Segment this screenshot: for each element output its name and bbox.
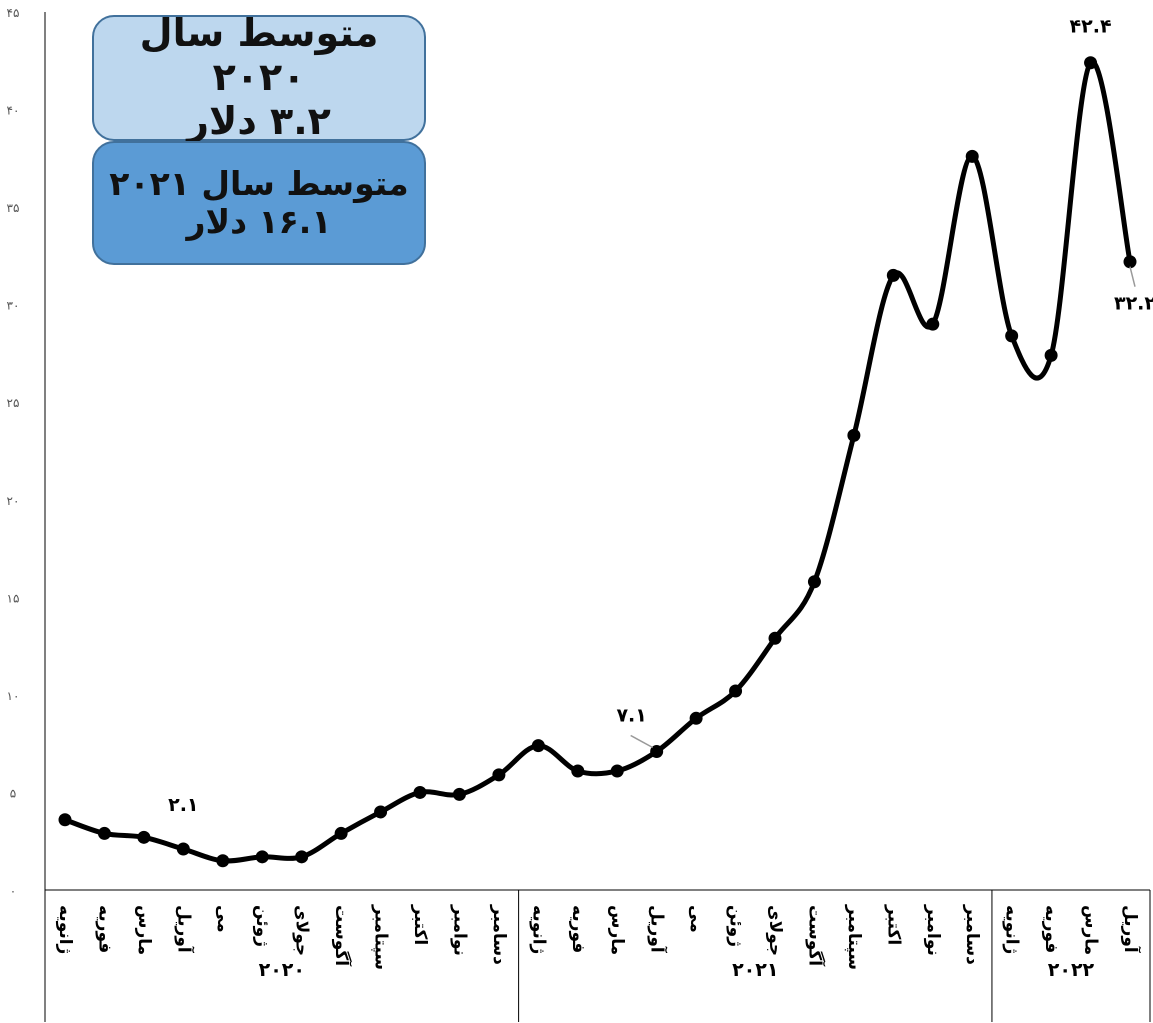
data-point <box>216 854 230 868</box>
average-2021-callout: متوسط سال ۲۰۲۱ ۱۶.۱ دلار <box>92 141 426 265</box>
data-point <box>374 805 388 819</box>
data-label: ۳۲.۲ <box>1114 293 1153 315</box>
data-point <box>295 850 309 864</box>
average-2020-callout: متوسط سال ۲۰۲۰ ۳.۲ دلار <box>92 11 426 143</box>
x-category-label: آگوست <box>804 905 826 967</box>
data-point <box>965 149 979 163</box>
data-point <box>176 842 190 856</box>
data-point <box>650 744 664 758</box>
data-point <box>768 631 782 645</box>
x-category-label: نوامبر <box>923 904 943 956</box>
year-group-label: ۲۰۲۰ <box>259 959 305 981</box>
y-tick-label: ۰ <box>10 884 16 898</box>
average-2020-title: متوسط سال ۲۰۲۰ <box>139 11 379 100</box>
data-label-leader <box>1129 266 1136 287</box>
average-2020-value: ۳.۲ دلار <box>187 98 331 143</box>
x-category-label: دسامبر <box>962 904 982 965</box>
y-tick-label: ۳۰ <box>7 299 20 313</box>
data-label: ۷.۱ <box>616 704 646 726</box>
data-point <box>847 428 861 442</box>
data-label: ۲.۱ <box>168 794 198 816</box>
y-tick-label: ۳۵ <box>7 201 20 215</box>
data-point <box>334 826 348 840</box>
x-category-label: سپتامبر <box>844 904 864 970</box>
x-category-label: جولای <box>292 905 312 956</box>
data-point <box>807 575 821 589</box>
y-tick-label: ۵ <box>10 786 16 800</box>
data-point <box>1084 56 1098 70</box>
data-point <box>1005 329 1019 343</box>
x-category-label: آگوست <box>331 905 353 967</box>
data-point <box>1123 255 1137 269</box>
x-category-label: آوریل <box>1120 905 1142 954</box>
data-point <box>452 787 466 801</box>
average-2021-value: ۱۶.۱ دلار <box>186 202 332 241</box>
y-tick-label: ۱۰ <box>7 689 20 703</box>
year-group-label: ۲۰۲۱ <box>732 959 778 981</box>
data-point <box>926 317 940 331</box>
data-point <box>531 739 545 753</box>
data-label: ۴۲.۴ <box>1070 16 1112 38</box>
x-category-label: ژانویه <box>55 905 75 954</box>
x-category-label: ژانویه <box>1002 905 1022 954</box>
x-category-label: جولای <box>765 905 785 956</box>
data-point <box>571 764 585 778</box>
y-tick-label: ۴۰ <box>7 104 20 118</box>
x-category-label: دسامبر <box>489 904 509 965</box>
data-point <box>729 684 743 698</box>
x-category-label: فوریه <box>94 905 114 953</box>
average-2021-title: متوسط سال ۲۰۲۱ <box>109 164 409 204</box>
y-tick-label: ۴۵ <box>7 6 20 20</box>
x-category-label: سپتامبر <box>371 904 391 970</box>
x-category-label: ژوئن <box>726 905 746 947</box>
data-point <box>492 768 506 782</box>
x-category-label: ژوئن <box>252 905 272 947</box>
data-point <box>610 764 624 778</box>
x-category-label: فوریه <box>1041 905 1061 953</box>
data-point <box>58 813 72 827</box>
x-category-label: اکتبر <box>883 904 903 945</box>
x-category-label: مارس <box>1081 905 1101 955</box>
data-point <box>137 830 151 844</box>
x-category-label: فوریه <box>568 905 588 953</box>
y-tick-label: ۲۵ <box>7 396 20 410</box>
x-category-label: می <box>213 905 233 933</box>
y-tick-label: ۲۰ <box>7 494 20 508</box>
x-category-label: آوریل <box>647 905 669 954</box>
data-point <box>413 785 427 799</box>
x-category-label: می <box>686 905 706 933</box>
x-category-label: آوریل <box>173 905 195 954</box>
x-category-label: اکتبر <box>410 904 430 945</box>
data-point <box>1044 348 1058 362</box>
x-category-label: مارس <box>607 905 627 955</box>
data-point <box>689 711 703 725</box>
x-category-label: ژانویه <box>528 905 548 954</box>
y-tick-label: ۱۵ <box>7 591 20 605</box>
x-category-label: نوامبر <box>449 904 469 956</box>
data-label-leader <box>630 734 654 749</box>
data-point <box>255 850 269 864</box>
data-point <box>97 826 111 840</box>
year-group-label: ۲۰۲۲ <box>1048 959 1095 981</box>
data-point <box>886 268 900 282</box>
x-category-label: مارس <box>134 905 154 955</box>
